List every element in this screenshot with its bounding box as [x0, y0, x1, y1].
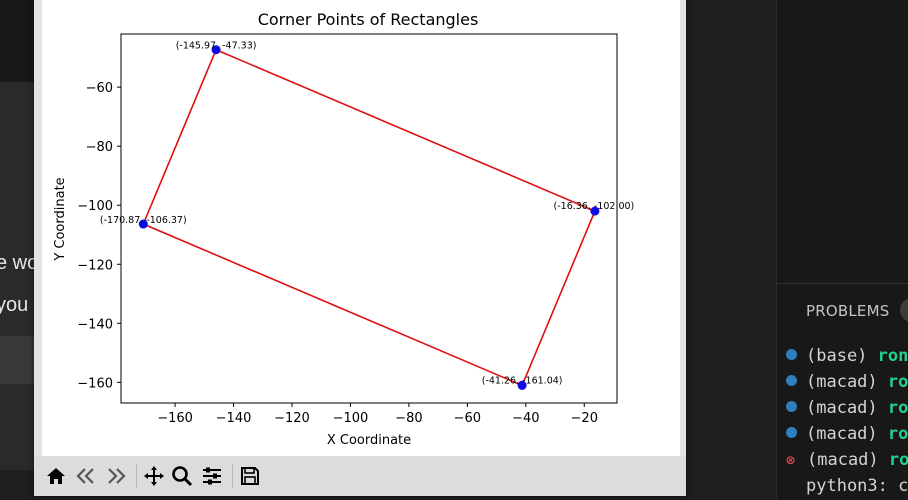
x-tick-label: −40 — [512, 411, 539, 426]
command-success-icon[interactable] — [786, 427, 797, 438]
user-name: ro — [887, 372, 908, 392]
command-success-icon[interactable] — [786, 349, 797, 360]
toolbar-separator — [232, 464, 233, 488]
editor-background-bottom — [0, 470, 36, 499]
x-tick-label: −80 — [395, 411, 422, 426]
corner-point-label: (-170.87, -106.37) — [100, 215, 187, 226]
figure-window: Corner Points of Rectangles −160 −140 −120… — [34, 0, 686, 496]
series-rectangle: (-145.97, -47.33) (-16.36, -102.00) (-41.2… — [100, 41, 634, 390]
x-tick-label: −100 — [333, 411, 369, 426]
panel-divider — [776, 283, 908, 284]
toolbar-separator — [136, 464, 137, 488]
figure-canvas: Corner Points of Rectangles −160 −140 −120… — [42, 0, 680, 456]
corner-point — [211, 45, 221, 55]
terminal-line: ⊗ (macad) ro — [786, 450, 908, 474]
y-tick-label: −80 — [86, 140, 113, 155]
corner-point-label: (-145.97, -47.33) — [176, 41, 257, 52]
zoom-button[interactable] — [168, 462, 196, 490]
command-success-icon[interactable] — [786, 401, 797, 412]
user-name: ro — [887, 398, 908, 418]
x-axis-ticks: −160 −140 −120 −100 −80 −60 −40 −20 — [157, 403, 598, 426]
editor-background — [0, 82, 36, 470]
x-tick-label: −160 — [157, 411, 193, 426]
chart: Corner Points of Rectangles −160 −140 −120… — [53, 10, 634, 448]
home-button[interactable] — [42, 462, 70, 490]
home-icon — [47, 468, 65, 484]
editor-background-top — [0, 0, 36, 82]
panel-badge[interactable] — [900, 298, 908, 322]
y-tick-label: −160 — [77, 376, 113, 391]
pan-button[interactable] — [140, 462, 168, 490]
zoom-icon — [172, 466, 193, 487]
user-name: ron — [877, 346, 908, 366]
y-tick-label: −100 — [77, 199, 113, 214]
terminal-line: (macad) ro — [786, 424, 908, 448]
corner-point — [590, 206, 600, 216]
env-name: (macad) — [806, 398, 878, 418]
env-name: (macad) — [806, 424, 878, 444]
tab-problems[interactable]: PROBLEMS — [806, 302, 890, 320]
x-axis-label: X Coordinate — [327, 433, 411, 448]
save-button[interactable] — [236, 462, 264, 490]
corner-point-label: (-16.36, -102.00) — [554, 201, 635, 212]
back-icon — [76, 468, 94, 484]
y-axis-label: Y Coordinate — [53, 177, 68, 261]
editor-text-line: e wo — [0, 252, 39, 274]
y-axis-ticks: −60 −80 −100 −120 −140 −160 — [77, 81, 121, 391]
configure-subplots-button[interactable] — [198, 462, 226, 490]
command-error-icon[interactable]: ⊗ — [786, 451, 796, 469]
forward-icon — [108, 468, 126, 484]
corner-point-label: (-41.26, -161.04) — [482, 375, 563, 386]
configure-subplots-icon — [203, 467, 221, 485]
terminal-line: (macad) ro — [786, 372, 908, 396]
figure-toolbar — [34, 456, 686, 496]
terminal-output-line: python3: c — [806, 476, 908, 496]
pan-icon — [144, 466, 164, 486]
forward-button[interactable] — [102, 462, 130, 490]
y-tick-label: −120 — [77, 258, 113, 273]
editor-text-line: you — [0, 294, 29, 316]
save-icon — [241, 467, 259, 485]
x-tick-label: −20 — [571, 411, 598, 426]
chart-title: Corner Points of Rectangles — [258, 10, 479, 29]
terminal-line: (base) ron — [786, 346, 908, 370]
back-button[interactable] — [72, 462, 100, 490]
editor-area-right — [686, 0, 776, 499]
command-success-icon[interactable] — [786, 375, 797, 386]
x-tick-label: −60 — [454, 411, 481, 426]
y-tick-label: −60 — [86, 81, 113, 96]
rectangle-outline — [142, 48, 596, 387]
user-name: ro — [887, 424, 908, 444]
x-tick-label: −120 — [274, 411, 310, 426]
env-name: (base) — [806, 346, 868, 366]
terminal-panel — [776, 0, 908, 499]
x-tick-label: −140 — [216, 411, 252, 426]
env-name: (macad) — [806, 372, 878, 392]
editor-highlight-band — [0, 336, 36, 384]
env-name: (macad) — [807, 450, 879, 470]
user-name: ro — [888, 450, 908, 470]
corner-point — [517, 380, 527, 390]
axes-frame — [120, 33, 618, 404]
corner-point — [138, 219, 148, 229]
terminal-line: (macad) ro — [786, 398, 908, 422]
y-tick-label: −140 — [77, 317, 113, 332]
